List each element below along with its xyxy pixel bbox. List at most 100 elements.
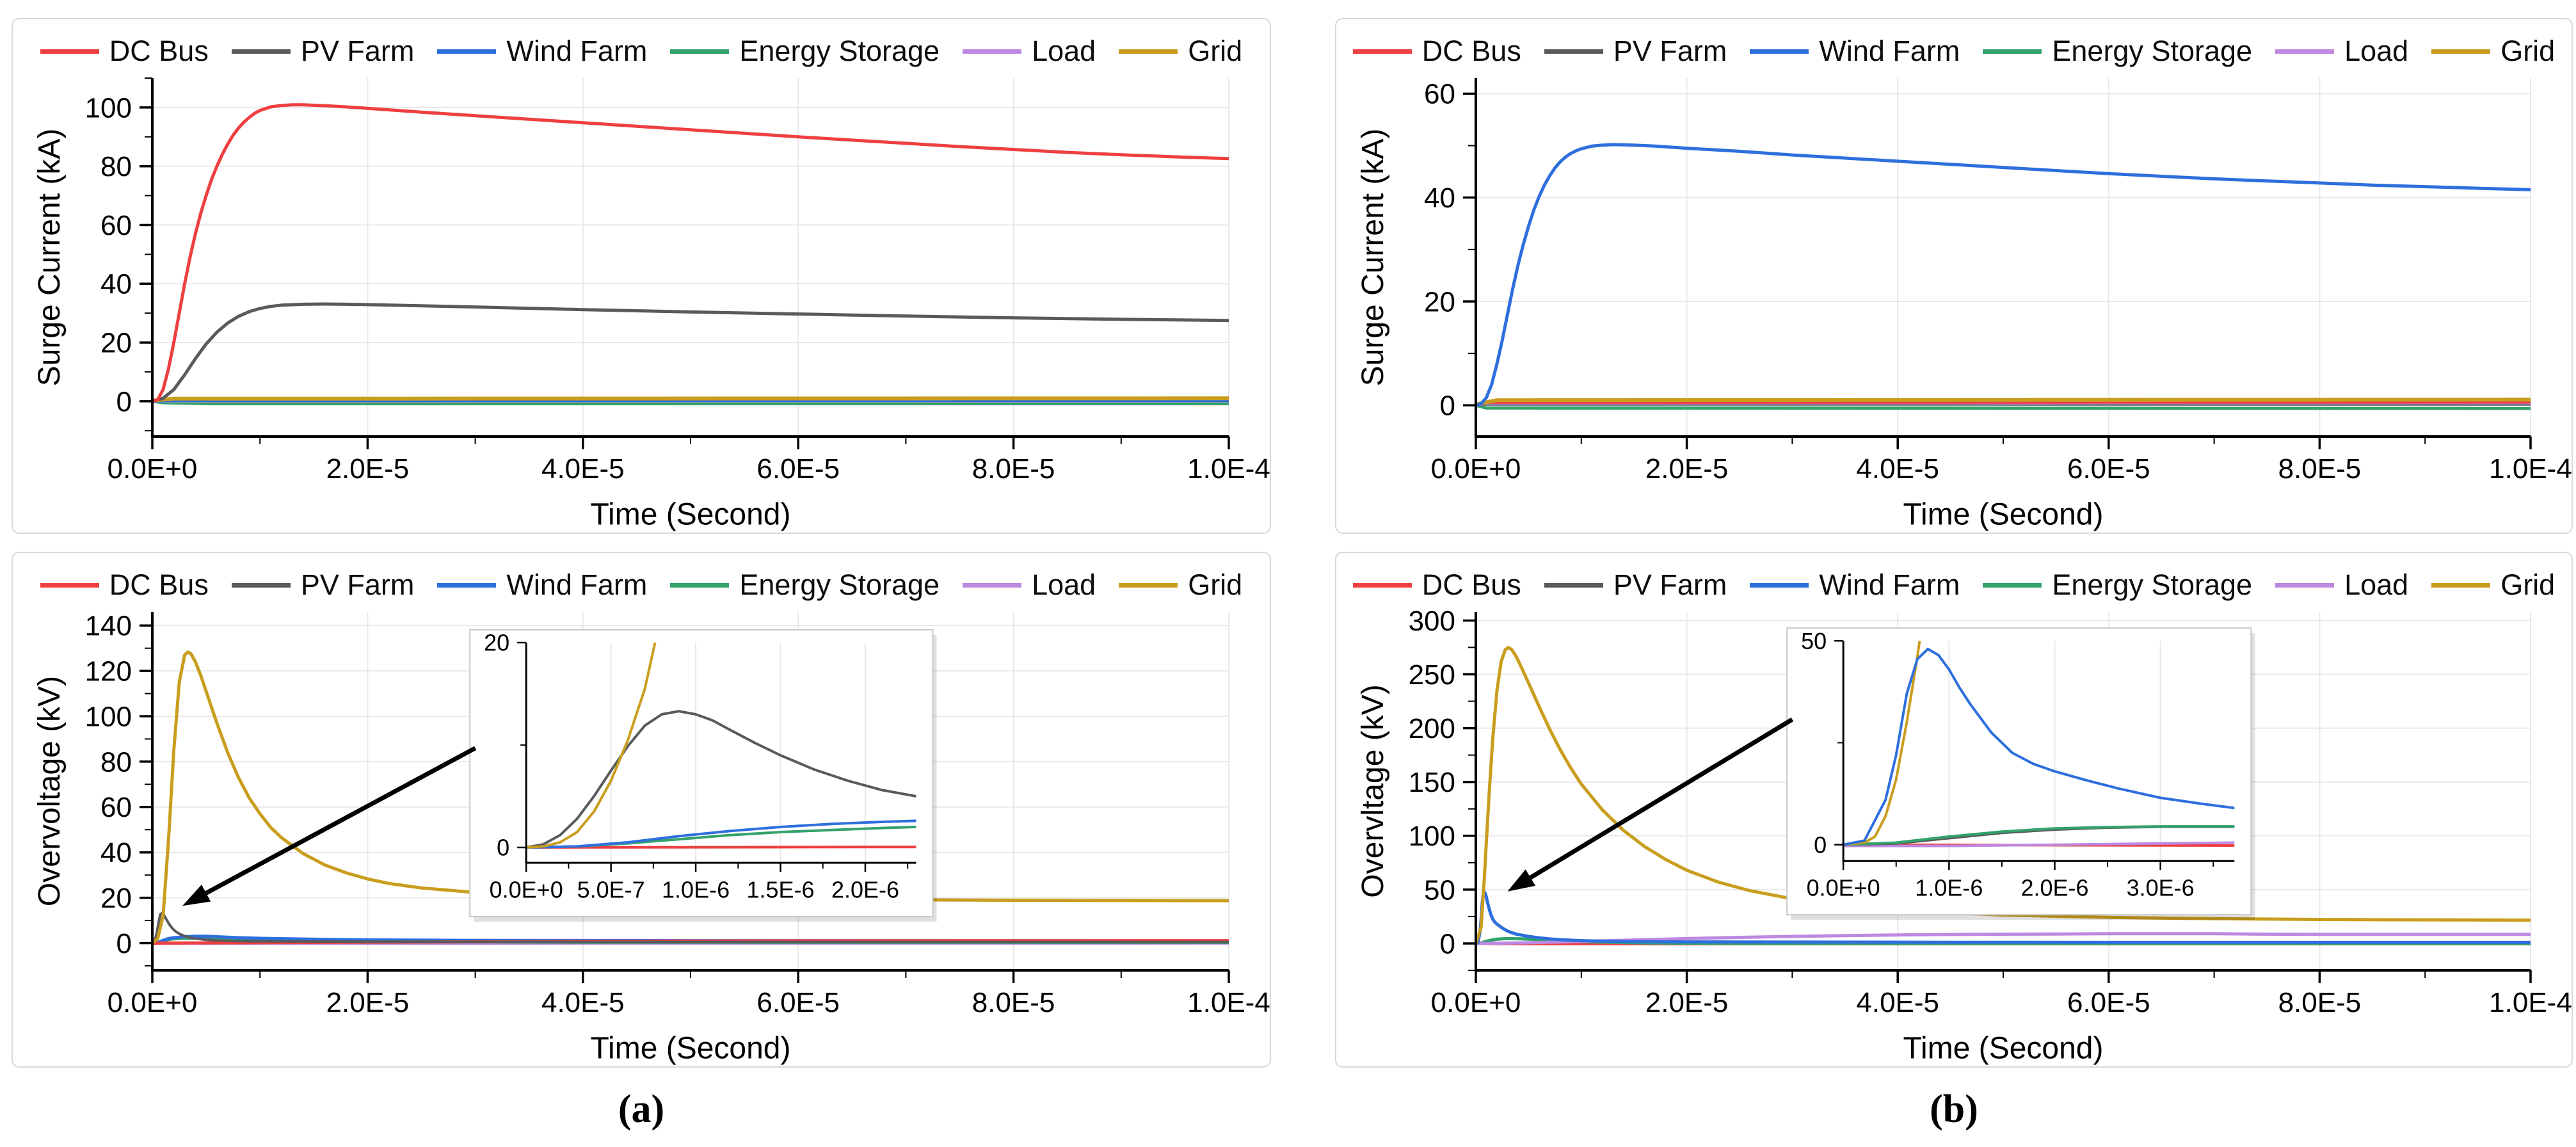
a-surge-plot: 0.0E+0 2.0E-5 4.0E-5 6.0E-5 8.0E-5 1.0E-4 0 20 4… bbox=[33, 77, 1270, 532]
series-wind-farm bbox=[526, 819, 916, 849]
x-tick-label: 6.0E-5 bbox=[756, 453, 840, 485]
series-wind-farm bbox=[1843, 647, 2235, 846]
b-over-series-group bbox=[1476, 646, 2531, 945]
y-tick-label: 200 bbox=[1409, 713, 1455, 744]
y-tick-label: 100 bbox=[85, 701, 132, 732]
x-tick-label: 0.0E+0 bbox=[1431, 987, 1521, 1018]
x-tick-label: 4.0E-5 bbox=[541, 987, 625, 1018]
y-tick-label: 0 bbox=[116, 928, 132, 959]
caption-a: (a) bbox=[618, 1087, 665, 1131]
y-tick-label: 20 bbox=[100, 883, 132, 914]
a-over-inset-plot: 0.0E+0 5.0E-7 1.0E-6 1.5E-6 2.0E-6 0 20 bbox=[484, 630, 916, 902]
x-tick-label: 0.0E+0 bbox=[1807, 875, 1880, 901]
y-axis-title: Overvltage (kV) bbox=[1356, 684, 1390, 897]
series-dc-bus bbox=[152, 103, 1229, 403]
y-tick-label: 120 bbox=[85, 656, 132, 687]
a-over-inset-series-group bbox=[526, 643, 916, 849]
x-tick-label: 2.0E-5 bbox=[326, 987, 410, 1018]
y-tick-label: 20 bbox=[484, 630, 509, 656]
y-tick-label: 0 bbox=[497, 835, 509, 861]
y-tick-label: 50 bbox=[1424, 874, 1455, 906]
b-over-inset-series-group bbox=[1843, 641, 2235, 847]
zoom-annotation-arrow bbox=[1529, 718, 1794, 880]
y-tick-label: 40 bbox=[100, 269, 132, 300]
series-pv-farm bbox=[152, 911, 1229, 945]
x-tick-label: 5.0E-7 bbox=[577, 876, 645, 902]
b-over-inset-plot: 0.0E+0 1.0E-6 2.0E-6 3.0E-6 0 50 bbox=[1801, 628, 2235, 901]
y-tick-label: 40 bbox=[100, 837, 132, 869]
x-tick-label: 3.0E-6 bbox=[2127, 875, 2195, 901]
x-tick-label: 6.0E-5 bbox=[756, 987, 840, 1018]
x-tick-label: 4.0E-5 bbox=[1856, 987, 1939, 1018]
x-axis-title: Time (Second) bbox=[591, 1032, 791, 1066]
x-tick-label: 4.0E-5 bbox=[541, 453, 625, 485]
series-energy-storage bbox=[1843, 825, 2235, 846]
y-tick-label: 0 bbox=[116, 386, 132, 417]
series-wind-farm bbox=[1476, 143, 2531, 407]
y-tick-label: 20 bbox=[100, 328, 132, 359]
y-tick-label: 140 bbox=[85, 611, 132, 642]
y-tick-label: 60 bbox=[100, 792, 132, 823]
x-tick-label: 2.0E-5 bbox=[1645, 987, 1729, 1018]
x-tick-label: 8.0E-5 bbox=[972, 987, 1055, 1018]
x-tick-label: 2.0E-5 bbox=[1645, 453, 1729, 485]
y-tick-label: 50 bbox=[1801, 628, 1827, 654]
x-tick-label: 8.0E-5 bbox=[2278, 987, 2362, 1018]
zoom-annotation-arrowhead bbox=[1507, 869, 1536, 892]
y-tick-label: 100 bbox=[85, 92, 132, 124]
x-tick-label: 1.0E-4 bbox=[2489, 987, 2572, 1018]
y-tick-label: 80 bbox=[100, 746, 132, 778]
b-surge-plot: 0.0E+0 2.0E-5 4.0E-5 6.0E-5 8.0E-5 1.0E-4 0 20 4… bbox=[1356, 78, 2572, 532]
chart-b-surge-current: 0.0E+0 2.0E-5 4.0E-5 6.0E-5 8.0E-5 1.0E-4 0 20 4… bbox=[1356, 78, 2572, 532]
x-tick-label: 1.0E-4 bbox=[1187, 987, 1270, 1018]
y-tick-label: 300 bbox=[1409, 606, 1455, 637]
b-surge-series-group bbox=[1476, 143, 2531, 410]
x-tick-label: 2.0E-6 bbox=[831, 876, 899, 902]
series-load bbox=[1843, 841, 2235, 847]
x-tick-label: 8.0E-5 bbox=[972, 453, 1055, 485]
x-tick-label: 0.0E+0 bbox=[108, 453, 198, 485]
x-tick-label: 1.0E-6 bbox=[1915, 875, 1983, 901]
chart-a-overvoltage: 0.0E+0 2.0E-5 4.0E-5 6.0E-5 8.0E-5 1.0E-4 0 20 4… bbox=[33, 611, 1270, 1066]
y-tick-label: 0 bbox=[1440, 928, 1455, 959]
y-tick-label: 0 bbox=[1440, 390, 1455, 422]
panel-b-surge-current: 0.0E+0 2.0E-5 4.0E-5 6.0E-5 8.0E-5 1.0E-4 0 20 4… bbox=[1335, 18, 2573, 534]
panel-a-overvoltage: 0.0E+0 2.0E-5 4.0E-5 6.0E-5 8.0E-5 1.0E-4 0 20 4… bbox=[12, 552, 1271, 1068]
chart-a-surge-current: 0.0E+0 2.0E-5 4.0E-5 6.0E-5 8.0E-5 1.0E-4 0 20 4… bbox=[33, 77, 1270, 532]
zoom-annotation-arrow bbox=[205, 746, 477, 895]
x-tick-label: 1.0E-4 bbox=[1187, 453, 1270, 485]
y-tick-label: 60 bbox=[100, 210, 132, 241]
x-axis-title: Time (Second) bbox=[591, 498, 791, 532]
x-tick-label: 1.0E-4 bbox=[2489, 453, 2572, 485]
series-grid bbox=[526, 643, 657, 849]
x-tick-label: 2.0E-6 bbox=[2020, 875, 2088, 901]
y-tick-label: 250 bbox=[1409, 659, 1455, 691]
y-tick-label: 60 bbox=[1424, 79, 1455, 110]
x-tick-label: 6.0E-5 bbox=[2067, 453, 2150, 485]
series-pv-farm bbox=[526, 710, 916, 849]
inset-box bbox=[469, 629, 934, 917]
y-axis-title: Surge Current (kA) bbox=[1356, 129, 1390, 387]
series-wind-farm bbox=[152, 934, 1229, 945]
caption-b: (b) bbox=[1930, 1087, 1978, 1131]
x-tick-label: 0.0E+0 bbox=[108, 987, 198, 1018]
panel-a-surge-current: 0.0E+0 2.0E-5 4.0E-5 6.0E-5 8.0E-5 1.0E-4 0 20 4… bbox=[12, 18, 1271, 534]
y-tick-label: 150 bbox=[1409, 767, 1455, 798]
x-tick-label: 6.0E-5 bbox=[2067, 987, 2150, 1018]
x-tick-label: 1.0E-6 bbox=[662, 876, 730, 902]
y-tick-label: 80 bbox=[100, 151, 132, 182]
series-pv-farm bbox=[152, 302, 1229, 403]
y-axis-title: Overvoltage (kV) bbox=[33, 676, 67, 906]
x-tick-label: 0.0E+0 bbox=[1431, 453, 1521, 485]
x-axis-title: Time (Second) bbox=[1903, 1032, 2104, 1066]
panel-b-overvoltage: 0.0E+0 2.0E-5 4.0E-5 6.0E-5 8.0E-5 1.0E-4 0 50 1… bbox=[1335, 552, 2573, 1068]
y-axis-title: Surge Current (kA) bbox=[33, 129, 67, 387]
y-tick-label: 40 bbox=[1424, 182, 1455, 214]
x-axis-title: Time (Second) bbox=[1903, 498, 2104, 532]
x-tick-label: 2.0E-5 bbox=[326, 453, 410, 485]
y-tick-label: 0 bbox=[1814, 831, 1827, 858]
series-load bbox=[1476, 932, 2531, 945]
x-tick-label: 4.0E-5 bbox=[1856, 453, 1939, 485]
y-tick-label: 20 bbox=[1424, 286, 1455, 317]
